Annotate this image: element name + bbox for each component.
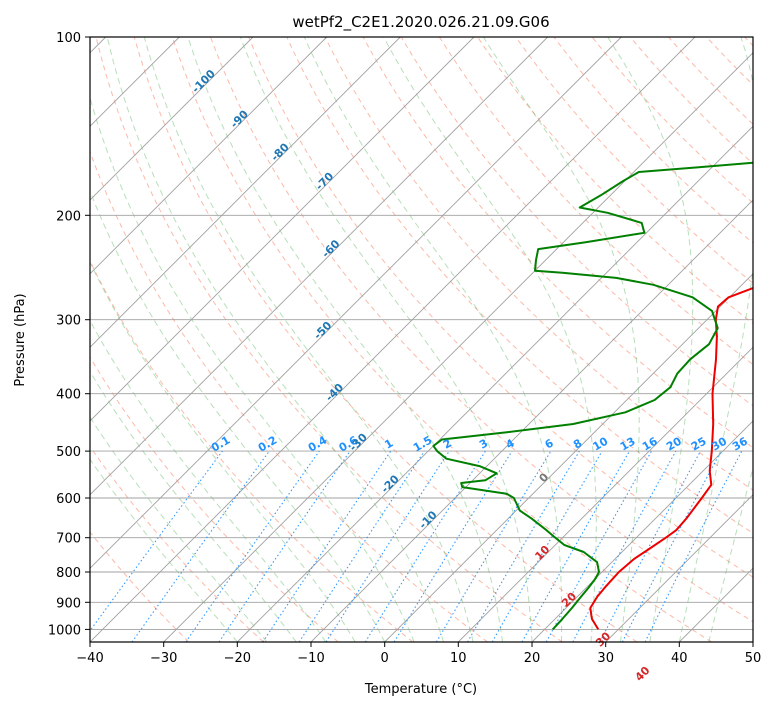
mixing-ratio-line xyxy=(393,450,513,642)
mixing-ratio-line xyxy=(521,450,630,642)
grid-lines xyxy=(90,37,753,642)
chart-title: wetPf2_C2E1.2020.026.21.09.G06 xyxy=(292,13,549,32)
moist-adiabat xyxy=(239,37,533,642)
dry-adiabat xyxy=(171,37,712,642)
isotherm-line xyxy=(310,199,753,642)
y-tick-label: 200 xyxy=(56,209,81,224)
moist-adiabat xyxy=(143,37,474,642)
moist-adiabat xyxy=(383,37,597,642)
x-tick-label: −20 xyxy=(224,651,251,666)
y-tick-label: 800 xyxy=(56,566,81,581)
x-tick-label: −30 xyxy=(150,651,177,666)
dry-adiabat xyxy=(90,445,264,642)
isotherm-line xyxy=(384,273,753,642)
temperature-profile xyxy=(589,286,753,630)
isotherm-line xyxy=(90,37,328,275)
mixing-ratio-line xyxy=(262,450,392,642)
isotherm-line xyxy=(90,37,696,642)
plot-frame xyxy=(89,36,754,643)
x-tick-label: 50 xyxy=(745,651,762,666)
y-tick-label: 100 xyxy=(56,31,81,46)
mixing-ratio-line xyxy=(644,450,743,642)
sounding-profiles xyxy=(432,161,753,631)
dry-adiabat xyxy=(438,37,753,366)
isotherm-line xyxy=(90,37,549,496)
moist-adiabat xyxy=(482,37,640,642)
y-axis: 1000 900 800 700 600 500 400 300 200 100 xyxy=(48,31,90,638)
mixing-ratio-lines xyxy=(90,450,743,642)
isotherm-line xyxy=(90,37,475,422)
isotherm-line xyxy=(90,37,401,348)
dewpoint-profile xyxy=(432,161,753,631)
moist-adiabat xyxy=(607,37,694,642)
dry-adiabat xyxy=(133,37,638,642)
dry-adiabat xyxy=(95,37,563,642)
moist-adiabat xyxy=(90,260,356,642)
dry-adiabat xyxy=(90,531,190,642)
dry-adiabat xyxy=(248,37,753,578)
isotherm-line xyxy=(236,125,753,642)
x-tick-label: 10 xyxy=(450,651,467,666)
x-tick-label: 0 xyxy=(381,651,389,666)
dry-adiabat xyxy=(90,150,488,642)
dry-adiabat xyxy=(90,356,339,642)
mixing-ratio-line xyxy=(131,450,270,642)
isotherm-line xyxy=(531,420,753,642)
moist-adiabat xyxy=(90,319,327,642)
x-tick-label: −40 xyxy=(76,651,103,666)
mixing-ratio-line xyxy=(298,450,425,642)
y-tick-label: 500 xyxy=(56,445,81,460)
x-axis-label: Temperature (°C) xyxy=(364,682,477,697)
y-tick-label: 600 xyxy=(56,492,81,507)
y-tick-label: 900 xyxy=(56,596,81,611)
moist-adiabat xyxy=(90,370,297,642)
mixing-ratio-line xyxy=(90,450,223,632)
x-tick-label: −10 xyxy=(297,651,324,666)
dry-adiabat xyxy=(210,37,753,623)
moist-adiabat xyxy=(678,37,753,642)
x-axis: −40 −30 −20 −10 0 10 20 30 40 50 xyxy=(76,642,761,666)
y-tick-label: 1000 xyxy=(48,623,81,638)
y-tick-label: 300 xyxy=(56,314,81,329)
isotherm-line xyxy=(90,37,622,569)
mixing-ratio-line xyxy=(572,450,677,642)
y-tick-label: 400 xyxy=(56,388,81,403)
moist-adiabat xyxy=(90,458,238,642)
moist-adiabat xyxy=(708,466,753,642)
isotherm-line xyxy=(605,494,753,642)
dry-adiabat xyxy=(400,37,753,407)
moist-adiabat xyxy=(303,37,563,642)
mixing-ratio-line xyxy=(218,450,351,642)
x-tick-label: 20 xyxy=(524,651,541,666)
moist-adiabat xyxy=(106,37,445,642)
dry-adiabat xyxy=(515,37,753,284)
mixing-ratio-line xyxy=(185,450,320,642)
isotherm-line xyxy=(90,37,254,201)
moist-adiabat xyxy=(90,416,268,642)
moist-adiabat xyxy=(90,189,386,642)
x-tick-label: 30 xyxy=(597,651,614,666)
x-tick-label: 40 xyxy=(671,651,688,666)
moist-adiabat xyxy=(187,37,503,642)
mixing-ratio-line xyxy=(545,450,653,642)
mixing-ratio-line xyxy=(325,450,450,642)
y-tick-label: 700 xyxy=(56,532,81,547)
y-axis-label: Pressure (hPa) xyxy=(13,293,28,386)
isotherm-line xyxy=(163,52,753,642)
